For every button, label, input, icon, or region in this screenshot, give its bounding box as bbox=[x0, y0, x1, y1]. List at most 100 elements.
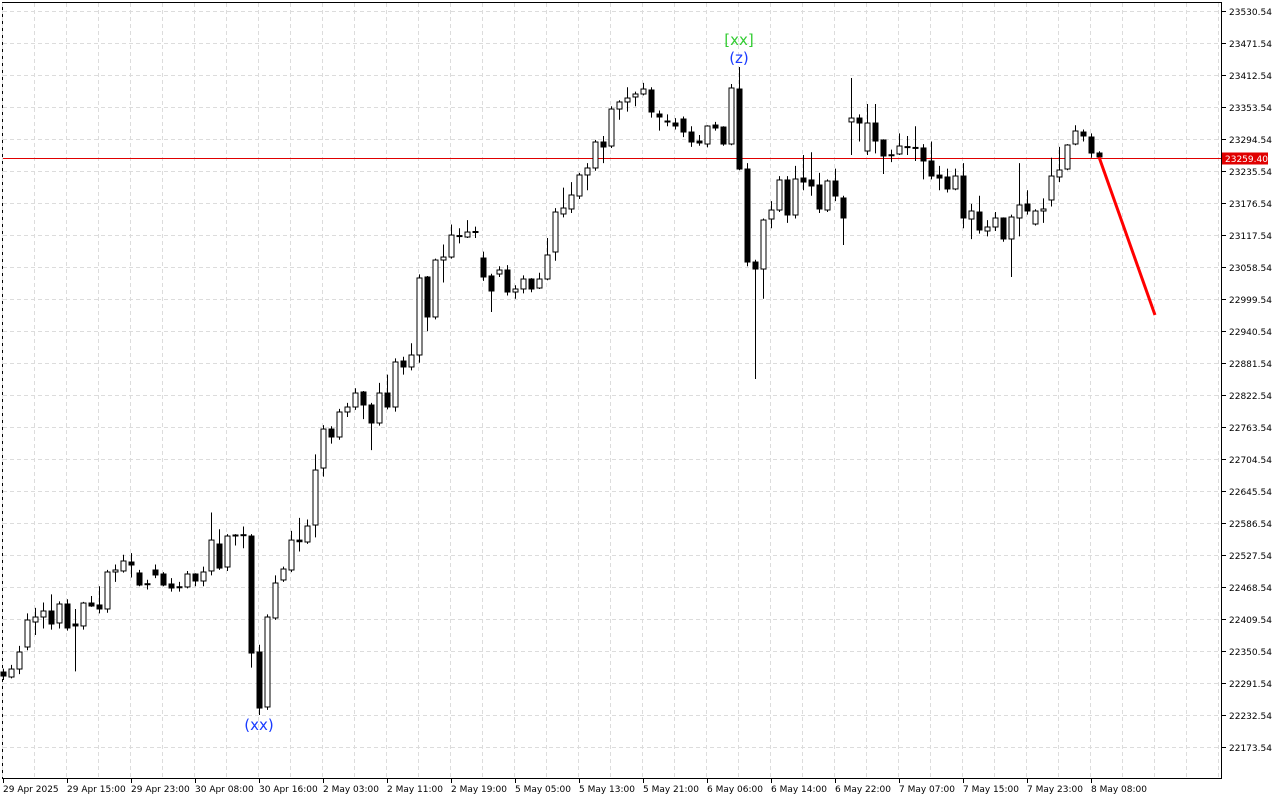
candle-body-bearish bbox=[384, 392, 391, 408]
candle-body-bullish bbox=[208, 539, 215, 572]
y-tick-label: 23471.54 bbox=[1229, 40, 1272, 50]
candle bbox=[224, 534, 231, 572]
candle bbox=[1040, 198, 1047, 223]
candle-body-bearish bbox=[832, 180, 839, 197]
candle bbox=[256, 644, 263, 716]
candle bbox=[880, 139, 887, 175]
candle bbox=[720, 126, 727, 146]
candle-body-bearish bbox=[168, 583, 175, 589]
candle bbox=[624, 87, 631, 112]
candle bbox=[392, 358, 399, 412]
candle-body-bullish bbox=[584, 167, 591, 176]
candle bbox=[864, 104, 871, 156]
candle-body-bullish bbox=[24, 619, 31, 648]
candle-body-bullish bbox=[704, 125, 711, 145]
candle-body-bullish bbox=[776, 179, 783, 211]
x-tick-label: 6 May 14:00 bbox=[771, 785, 827, 795]
candle bbox=[176, 581, 183, 592]
y-tick-label: 22999.54 bbox=[1229, 296, 1272, 306]
candle bbox=[560, 187, 567, 218]
candle-body-bullish bbox=[280, 568, 287, 581]
candle bbox=[912, 126, 919, 161]
candle bbox=[344, 402, 351, 417]
candle-body-bearish bbox=[856, 117, 863, 124]
candle-body-bullish bbox=[592, 141, 599, 169]
candle bbox=[1072, 125, 1079, 146]
candle-body-bearish bbox=[688, 131, 695, 143]
candle-body-bearish bbox=[424, 276, 431, 318]
candle-body-bullish bbox=[792, 178, 799, 216]
candle bbox=[336, 408, 343, 440]
candle bbox=[656, 110, 663, 131]
y-tick-label: 23412.54 bbox=[1229, 72, 1272, 82]
candle bbox=[520, 275, 527, 294]
candle-body-bearish bbox=[472, 230, 479, 233]
candle-body-bullish bbox=[120, 560, 127, 572]
candle bbox=[888, 149, 895, 163]
y-tick-label: 22940.54 bbox=[1229, 328, 1272, 338]
candle-body-bearish bbox=[904, 146, 911, 149]
candle-body-bearish bbox=[504, 269, 511, 293]
candle bbox=[1056, 146, 1063, 183]
candle bbox=[632, 91, 639, 107]
candle bbox=[48, 594, 55, 630]
candle bbox=[0, 668, 7, 681]
candle-body-bullish bbox=[304, 525, 311, 543]
candle-body-bullish bbox=[1016, 204, 1023, 219]
candle-body-bullish bbox=[624, 97, 631, 103]
candle-body-bearish bbox=[1096, 152, 1103, 158]
candle bbox=[24, 613, 31, 651]
x-tick-label: 7 May 15:00 bbox=[963, 785, 1019, 795]
candle-body-bullish bbox=[1064, 144, 1071, 170]
candle bbox=[512, 285, 519, 299]
x-tick-label: 8 May 08:00 bbox=[1091, 785, 1147, 795]
candle-body-bullish bbox=[864, 122, 871, 152]
candle bbox=[1000, 217, 1007, 242]
candle bbox=[584, 163, 591, 191]
candle-body-bearish bbox=[248, 535, 255, 654]
candle-body-bearish bbox=[872, 122, 879, 142]
candle bbox=[936, 165, 943, 191]
candle-body-bullish bbox=[200, 571, 207, 582]
y-tick-label: 22645.54 bbox=[1229, 488, 1272, 498]
candle-body-bullish bbox=[80, 602, 87, 627]
y-tick-label: 22291.54 bbox=[1229, 680, 1272, 690]
candle-body-bearish bbox=[528, 278, 535, 290]
candle bbox=[1048, 157, 1055, 207]
candle-body-bearish bbox=[880, 139, 887, 157]
candle bbox=[368, 402, 375, 451]
candle-body-bearish bbox=[840, 197, 847, 219]
candle-body-bullish bbox=[432, 259, 439, 318]
time-axis: 29 Apr 2025 29 Apr 15:00 29 Apr 23:00 30 Ap… bbox=[3, 779, 1147, 795]
x-tick-label: 29 Apr 2025 bbox=[3, 785, 59, 795]
x-tick-label: 30 Apr 16:00 bbox=[259, 785, 318, 795]
y-tick-label: 23353.54 bbox=[1229, 104, 1272, 114]
candle bbox=[216, 529, 223, 570]
candle-body-bearish bbox=[1088, 136, 1095, 154]
candle-body-bullish bbox=[416, 277, 423, 356]
candle-body-bearish bbox=[1024, 203, 1031, 212]
candle-body-bearish bbox=[136, 572, 143, 586]
y-tick-label: 22468.54 bbox=[1229, 584, 1272, 594]
candle bbox=[144, 579, 151, 590]
candle-body-bullish bbox=[576, 174, 583, 197]
candle-body-bearish bbox=[936, 174, 943, 179]
candle-body-bearish bbox=[64, 603, 71, 629]
candle-body-bullish bbox=[536, 278, 543, 289]
candle bbox=[808, 152, 815, 196]
candle-body-bearish bbox=[912, 146, 919, 149]
candle-body-bearish bbox=[600, 141, 607, 148]
candle-body-bearish bbox=[808, 179, 815, 187]
candle-body-bullish bbox=[312, 469, 319, 526]
candle-body-bullish bbox=[608, 108, 615, 147]
candle-body-bullish bbox=[392, 361, 399, 408]
candle-body-bearish bbox=[128, 561, 135, 566]
x-tick-label: 29 Apr 15:00 bbox=[67, 785, 126, 795]
candle bbox=[328, 426, 335, 444]
candle-body-bearish bbox=[800, 177, 807, 183]
candle bbox=[648, 87, 655, 118]
candle-body-bearish bbox=[240, 534, 247, 537]
x-tick-label: 6 May 22:00 bbox=[835, 785, 891, 795]
candle-body-bearish bbox=[360, 391, 367, 406]
